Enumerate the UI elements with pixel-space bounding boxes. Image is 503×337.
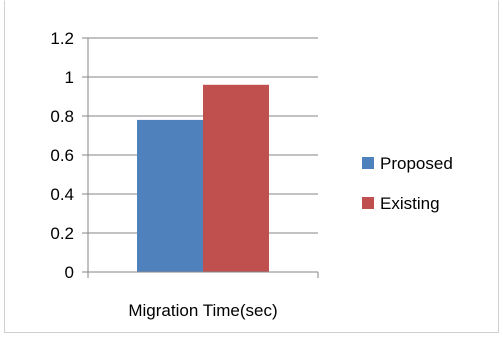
chart-frame [4, 0, 499, 333]
y-tick-label: 0.4 [50, 185, 74, 204]
y-tick-label: 1 [65, 68, 74, 87]
bar-existing [203, 84, 269, 272]
x-tick-label: Migration Time(sec) [128, 301, 277, 320]
y-tick-label: 0.8 [50, 107, 74, 126]
y-tick-label: 1.2 [50, 29, 74, 48]
legend-label-proposed: Proposed [380, 154, 453, 173]
y-tick-labels: 0 0.2 0.4 0.6 0.8 1 1.2 [50, 29, 74, 282]
y-tick-label: 0.2 [50, 224, 74, 243]
legend-swatch-existing [362, 197, 374, 209]
bars [137, 84, 269, 273]
legend-label-existing: Existing [380, 194, 440, 213]
legend-swatch-proposed [362, 157, 374, 169]
bar-proposed [137, 119, 203, 273]
y-tick-label: 0 [65, 263, 74, 282]
x-tick-labels: Migration Time(sec) [128, 301, 277, 320]
y-tick-label: 0.6 [50, 146, 74, 165]
axes [82, 37, 319, 278]
gridlines [88, 37, 318, 234]
legend: Proposed Existing [362, 154, 453, 213]
